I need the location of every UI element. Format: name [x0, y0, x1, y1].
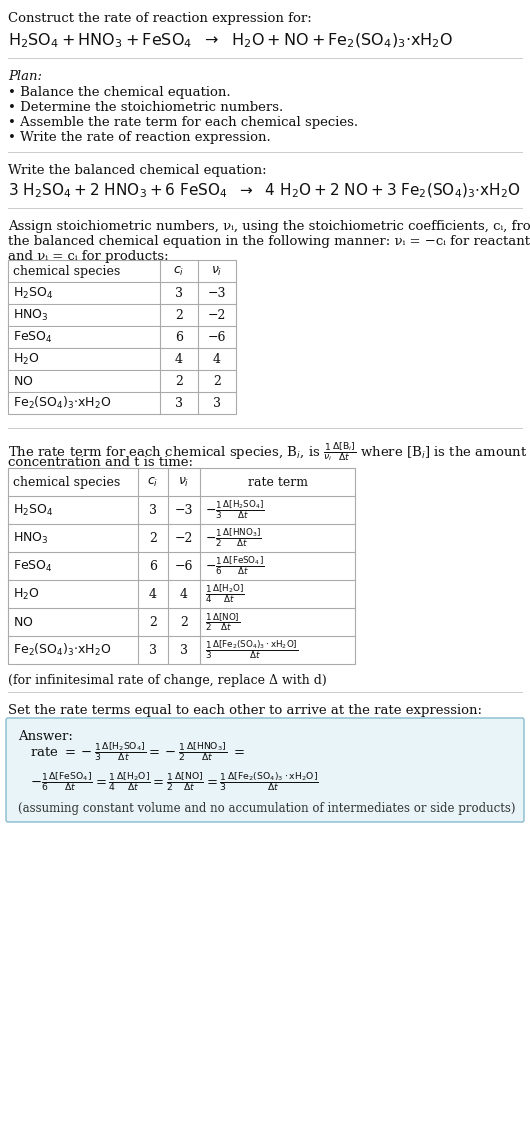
Text: $\mathrm{H_2SO_4 + HNO_3 + FeSO_4}$  $\rightarrow$  $\mathrm{H_2O + NO + Fe_2(SO: $\mathrm{H_2SO_4 + HNO_3 + FeSO_4}$ $\ri… — [8, 32, 453, 50]
Text: $\mathrm{FeSO_4}$: $\mathrm{FeSO_4}$ — [13, 559, 53, 574]
Text: 2: 2 — [175, 308, 183, 322]
Text: 4: 4 — [213, 353, 221, 365]
Text: $\mathrm{Fe_2(SO_4)_3{\cdot}xH_2O}$: $\mathrm{Fe_2(SO_4)_3{\cdot}xH_2O}$ — [13, 395, 111, 411]
Text: • Determine the stoichiometric numbers.: • Determine the stoichiometric numbers. — [8, 101, 283, 114]
Bar — [9, 393, 159, 413]
Text: 2: 2 — [149, 616, 157, 628]
Text: −2: −2 — [175, 531, 193, 544]
Text: $\mathrm{Fe_2(SO_4)_3{\cdot}xH_2O}$: $\mathrm{Fe_2(SO_4)_3{\cdot}xH_2O}$ — [13, 642, 111, 658]
Text: rate term: rate term — [248, 476, 307, 488]
Text: NO: NO — [13, 374, 34, 388]
Text: 2: 2 — [149, 531, 157, 544]
Text: • Balance the chemical equation.: • Balance the chemical equation. — [8, 86, 231, 99]
Bar — [9, 371, 159, 391]
Text: Fe₂(SO₄)₃·xH₂O: Fe₂(SO₄)₃·xH₂O — [13, 396, 109, 410]
Text: $\nu_i$: $\nu_i$ — [178, 476, 190, 488]
Text: 6: 6 — [175, 330, 183, 344]
Text: HNO₃: HNO₃ — [13, 308, 50, 322]
Text: 2: 2 — [213, 374, 221, 388]
Text: chemical species: chemical species — [13, 264, 120, 278]
Text: 4: 4 — [180, 587, 188, 601]
Text: $\frac{1}{3}\frac{\Delta[\mathrm{Fe_2(SO_4)_3 \cdot xH_2O}]}{\Delta t}$: $\frac{1}{3}\frac{\Delta[\mathrm{Fe_2(SO… — [205, 638, 298, 661]
Text: rate $= -\frac{1}{3}\frac{\Delta[\mathrm{H_2SO_4}]}{\Delta t} = -\frac{1}{2}\fra: rate $= -\frac{1}{3}\frac{\Delta[\mathrm… — [30, 741, 245, 764]
Bar — [9, 283, 159, 303]
Text: concentration and t is time:: concentration and t is time: — [8, 456, 193, 469]
Bar — [9, 305, 159, 325]
Text: 3: 3 — [180, 643, 188, 657]
Text: $-\frac{1}{2}\frac{\Delta[\mathrm{HNO_3}]}{\Delta t}$: $-\frac{1}{2}\frac{\Delta[\mathrm{HNO_3}… — [205, 527, 262, 550]
Text: $c_i$: $c_i$ — [173, 264, 184, 278]
Text: $\mathrm{NO}$: $\mathrm{NO}$ — [13, 374, 33, 388]
Bar — [9, 327, 159, 347]
Text: −3: −3 — [208, 287, 226, 299]
Text: $-\frac{1}{3}\frac{\Delta[\mathrm{H_2SO_4}]}{\Delta t}$: $-\frac{1}{3}\frac{\Delta[\mathrm{H_2SO_… — [205, 498, 265, 521]
Text: $\mathrm{HNO_3}$: $\mathrm{HNO_3}$ — [13, 530, 49, 545]
Text: 4: 4 — [149, 587, 157, 601]
Text: $-\frac{1}{6}\frac{\Delta[\mathrm{FeSO_4}]}{\Delta t} = \frac{1}{4}\frac{\Delta[: $-\frac{1}{6}\frac{\Delta[\mathrm{FeSO_4… — [30, 770, 319, 793]
Text: Plan:: Plan: — [8, 71, 42, 83]
Text: Write the balanced chemical equation:: Write the balanced chemical equation: — [8, 164, 267, 178]
Text: −6: −6 — [208, 330, 226, 344]
Text: $\nu_i$: $\nu_i$ — [211, 264, 223, 278]
Text: H₂O: H₂O — [13, 353, 39, 365]
Text: $\frac{1}{4}\frac{\Delta[\mathrm{H_2O}]}{\Delta t}$: $\frac{1}{4}\frac{\Delta[\mathrm{H_2O}]}… — [205, 583, 245, 605]
Text: • Assemble the rate term for each chemical species.: • Assemble the rate term for each chemic… — [8, 116, 358, 129]
Text: $\mathrm{3\ H_2SO_4 + 2\ HNO_3 + 6\ FeSO_4}$  $\rightarrow$  $\mathrm{4\ H_2O + : $\mathrm{3\ H_2SO_4 + 2\ HNO_3 + 6\ FeSO… — [8, 182, 520, 200]
Text: $\mathrm{H_2SO_4}$: $\mathrm{H_2SO_4}$ — [13, 286, 54, 300]
Text: chemical species: chemical species — [13, 476, 120, 488]
Text: the balanced chemical equation in the following manner: νᵢ = −cᵢ for reactants: the balanced chemical equation in the fo… — [8, 236, 530, 248]
Text: $\mathrm{FeSO_4}$: $\mathrm{FeSO_4}$ — [13, 329, 53, 345]
FancyBboxPatch shape — [6, 718, 524, 822]
Text: $\mathrm{NO}$: $\mathrm{NO}$ — [13, 616, 33, 628]
Text: Set the rate terms equal to each other to arrive at the rate expression:: Set the rate terms equal to each other t… — [8, 704, 482, 717]
Bar — [8, 259, 236, 414]
Text: −2: −2 — [208, 308, 226, 322]
Text: 3: 3 — [175, 287, 183, 299]
Text: Construct the rate of reaction expression for:: Construct the rate of reaction expressio… — [8, 13, 312, 25]
Text: $c_i$: $c_i$ — [147, 476, 158, 488]
Text: FeSO₄: FeSO₄ — [13, 330, 52, 344]
Text: and νᵢ = cᵢ for products:: and νᵢ = cᵢ for products: — [8, 250, 169, 263]
Text: H₂SO₄: H₂SO₄ — [13, 287, 53, 299]
Text: • Write the rate of reaction expression.: • Write the rate of reaction expression. — [8, 131, 271, 145]
Text: $\mathrm{H_2O}$: $\mathrm{H_2O}$ — [13, 586, 40, 602]
Text: 3: 3 — [175, 396, 183, 410]
Text: Assign stoichiometric numbers, νᵢ, using the stoichiometric coefficients, cᵢ, fr: Assign stoichiometric numbers, νᵢ, using… — [8, 220, 530, 233]
Text: $-\frac{1}{6}\frac{\Delta[\mathrm{FeSO_4}]}{\Delta t}$: $-\frac{1}{6}\frac{\Delta[\mathrm{FeSO_4… — [205, 554, 264, 577]
Text: 4: 4 — [175, 353, 183, 365]
Text: $\mathrm{H_2SO_4}$: $\mathrm{H_2SO_4}$ — [13, 503, 54, 518]
Text: 6: 6 — [149, 560, 157, 572]
Text: $\mathrm{HNO_3}$: $\mathrm{HNO_3}$ — [13, 307, 49, 322]
Text: $\frac{1}{2}\frac{\Delta[\mathrm{NO}]}{\Delta t}$: $\frac{1}{2}\frac{\Delta[\mathrm{NO}]}{\… — [205, 611, 241, 633]
Text: The rate term for each chemical species, B$_i$, is $\frac{1}{\nu_i}\frac{\Delta[: The rate term for each chemical species,… — [8, 440, 527, 463]
Text: 3: 3 — [149, 503, 157, 517]
Text: (assuming constant volume and no accumulation of intermediates or side products): (assuming constant volume and no accumul… — [18, 802, 516, 815]
Bar — [9, 349, 159, 369]
Bar — [8, 468, 355, 663]
Text: 3: 3 — [213, 396, 221, 410]
Text: (for infinitesimal rate of change, replace Δ with d): (for infinitesimal rate of change, repla… — [8, 674, 327, 687]
Text: 2: 2 — [180, 616, 188, 628]
Text: −3: −3 — [175, 503, 193, 517]
Text: 2: 2 — [175, 374, 183, 388]
Text: Answer:: Answer: — [18, 729, 73, 743]
Text: $\mathrm{H_2O}$: $\mathrm{H_2O}$ — [13, 352, 40, 366]
Text: −6: −6 — [175, 560, 193, 572]
Text: 3: 3 — [149, 643, 157, 657]
